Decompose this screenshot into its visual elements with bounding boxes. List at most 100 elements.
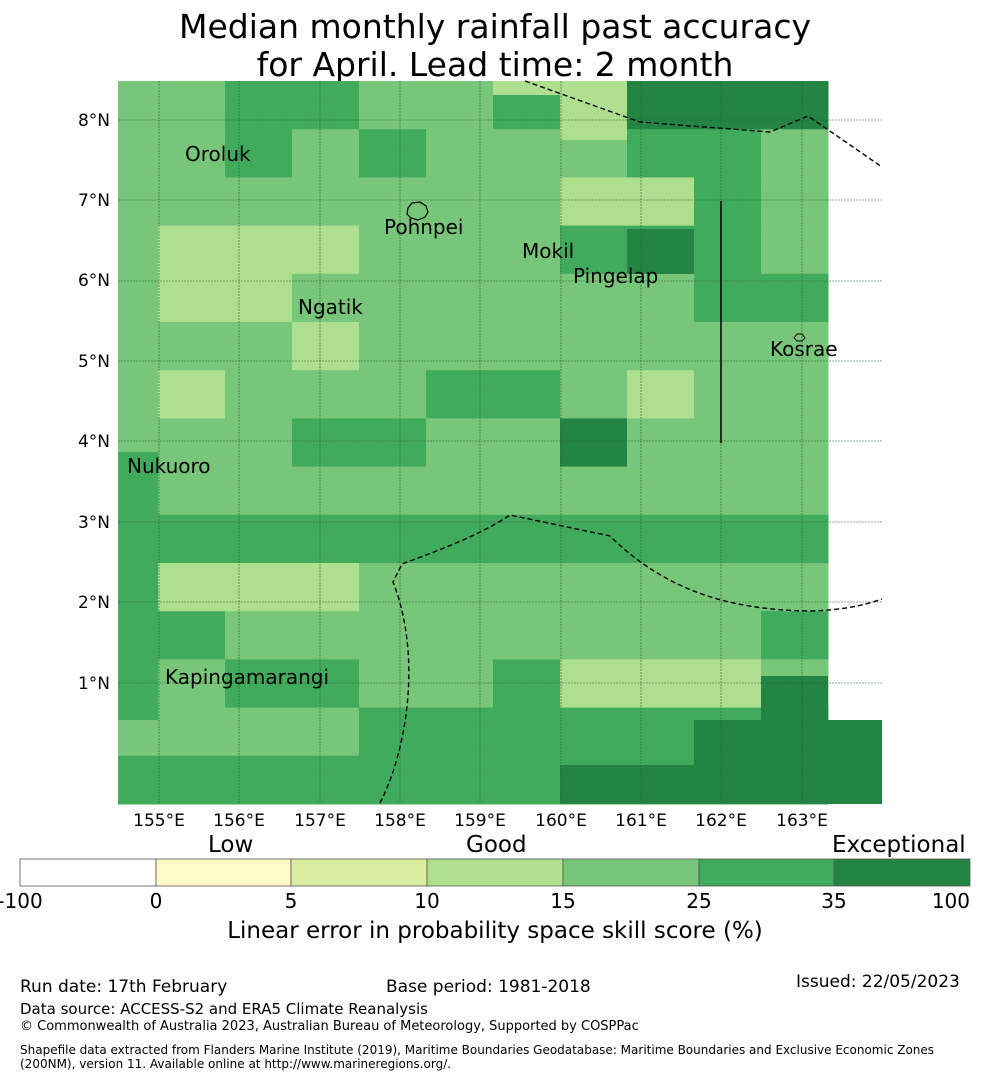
map-title-line-1: Median monthly rainfall past accuracy (178, 7, 812, 46)
skill-grid-cell (694, 129, 762, 178)
colorbar-tick: 0 (149, 889, 163, 913)
base-period: Base period: 1981-2018 (386, 977, 591, 997)
skill-grid-cell (292, 514, 360, 564)
skill-grid-cell (292, 418, 360, 468)
colorbar-swatch (19, 858, 157, 887)
lon-label-163e: 163°E (776, 811, 828, 831)
lon-label-158e: 158°E (374, 811, 426, 831)
skill-grid-cell (761, 611, 829, 660)
skill-grid-cell (560, 466, 628, 516)
skill-grid-cell (118, 755, 159, 805)
skill-grid-cell (627, 273, 695, 323)
skill-grid-cell (560, 563, 628, 612)
skill-grid-cell (158, 177, 226, 227)
skill-grid-cell (627, 466, 695, 516)
skill-grid-cell (359, 755, 427, 805)
lon-label-157e: 157°E (294, 811, 346, 831)
skill-grid-cell (359, 563, 427, 612)
skill-grid-cell (292, 225, 360, 275)
skill-grid-cell (426, 418, 494, 468)
skill-grid-cell (694, 81, 762, 130)
skill-grid-cell (694, 466, 762, 516)
skill-grid-cell (493, 755, 561, 805)
skill-grid-cell (225, 129, 293, 178)
skill-grid-cell (493, 273, 561, 323)
skill-grid-cell (426, 177, 494, 227)
skill-grid-cell (560, 225, 628, 275)
skill-grid-cell (560, 370, 628, 419)
skill-grid-cell (359, 129, 427, 178)
skill-grid-cell (493, 563, 561, 612)
skill-grid-cell (493, 611, 561, 660)
skill-grid-cell (225, 322, 293, 371)
skill-grid-cell (560, 514, 628, 564)
skill-grid-cell (359, 707, 427, 757)
skill-grid-cell (560, 707, 628, 757)
colorbar-category-exceptional: Exceptional (832, 832, 966, 858)
skill-grid-cell (118, 322, 159, 371)
skill-grid-cell (761, 129, 829, 178)
skill-grid-cell (118, 81, 159, 130)
place-label-kapingamarangi: Kapingamarangi (165, 665, 329, 689)
lon-label-162e: 162°E (695, 811, 747, 831)
skill-grid-cell (627, 229, 694, 274)
skill-grid-cell (493, 322, 561, 371)
colorbar-tick: 100 (931, 889, 970, 913)
skill-grid-cell (493, 418, 561, 468)
skill-grid-cell (493, 707, 561, 757)
eez-boundary-south (379, 514, 883, 804)
skill-grid-cell (359, 514, 427, 564)
skill-grid-cell (359, 611, 427, 660)
skill-grid-cell (359, 322, 427, 371)
skill-grid-cell (225, 225, 293, 275)
place-label-pingelap: Pingelap (573, 264, 658, 288)
skill-grid-cell (292, 370, 360, 419)
skill-grid-cell (761, 563, 829, 612)
place-label-pohnpei: Pohnpei (384, 215, 464, 239)
skill-grid-cell (694, 370, 762, 419)
lat-label-8n: 8°N (78, 111, 110, 131)
lon-label-161e: 161°E (615, 811, 667, 831)
eez-boundary-north (524, 80, 883, 168)
skill-grid-cell (158, 418, 226, 468)
colorbar-swatch (562, 858, 700, 887)
colorbar-swatch (155, 858, 292, 887)
kosrae-island-outline (793, 333, 806, 342)
lon-label-159e: 159°E (454, 811, 506, 831)
skill-grid-cell (761, 177, 829, 227)
skill-grid-cell (761, 273, 829, 323)
skill-grid-cell (761, 466, 829, 516)
skill-grid-cell (225, 611, 293, 660)
skill-grid-cell (493, 466, 561, 516)
skill-grid-cell (493, 659, 561, 709)
skill-grid-cell (225, 755, 293, 805)
skill-grid-cell (694, 177, 762, 227)
skill-grid-cell (158, 322, 226, 371)
skill-grid-cell (761, 322, 829, 371)
colorbar-swatch (290, 858, 428, 887)
skill-grid-cell (426, 755, 494, 805)
skill-grid-cell (627, 177, 695, 227)
skill-grid-cell (118, 177, 159, 227)
skill-grid-cell (158, 81, 225, 140)
skill-grid-cell (225, 81, 293, 130)
skill-grid-cell (694, 611, 762, 660)
skill-grid-cell (493, 225, 561, 275)
skill-grid-cell (426, 563, 494, 612)
skill-grid-cell (359, 370, 427, 419)
lat-label-4n: 4°N (78, 432, 110, 452)
skill-grid-cell (627, 659, 695, 709)
skill-grid-cell (493, 514, 561, 564)
skill-grid-cell (225, 514, 293, 564)
colorbar-tick: 15 (550, 889, 576, 913)
skill-grid-cell (426, 81, 494, 130)
skill-grid-cell (627, 322, 695, 371)
colorbar-swatch (833, 858, 971, 887)
skill-grid-cell (493, 129, 561, 178)
shapefile-credit-1: Shapefile data extracted from Flanders M… (20, 1043, 935, 1057)
skill-grid-cell (761, 225, 829, 275)
skill-grid-cell (359, 273, 427, 323)
skill-grid-cell (359, 177, 427, 227)
skill-grid-cell (118, 129, 159, 178)
